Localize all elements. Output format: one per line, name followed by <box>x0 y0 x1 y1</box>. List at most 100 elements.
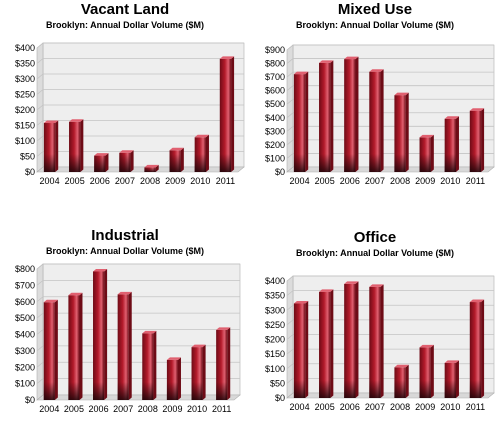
x-tick-label: 2007 <box>365 176 385 186</box>
bar-top <box>169 147 184 151</box>
bar <box>68 292 83 400</box>
bar-top <box>293 71 309 75</box>
bar-front <box>93 271 105 400</box>
bar-side <box>180 147 184 172</box>
bar-side <box>305 301 309 398</box>
gridline <box>286 98 494 105</box>
bar-top <box>119 150 134 153</box>
y-tick-label: $0 <box>275 393 285 403</box>
bar <box>169 147 184 172</box>
gridline <box>36 73 244 80</box>
bar-top <box>117 291 132 295</box>
gridline <box>286 112 494 119</box>
y-tick-label: $100 <box>15 379 35 389</box>
y-tick-label: $200 <box>265 140 285 150</box>
y-tick-label: $100 <box>265 364 285 374</box>
gridline <box>36 120 244 126</box>
bar <box>144 164 159 172</box>
bar-chart-industrial: $0 $100 $200 $300 $400 $500 $600 $700 $800 2004 20… <box>15 263 241 414</box>
x-tick-label: 2010 <box>440 176 460 186</box>
bar-top <box>43 120 59 124</box>
y-tick-label: $300 <box>15 74 35 84</box>
y-tick-label: $250 <box>15 90 35 100</box>
bar-top <box>469 108 485 111</box>
x-tick-label: 2007 <box>115 176 135 186</box>
gridline <box>36 104 244 111</box>
bar-top <box>444 116 459 119</box>
bar-side <box>105 153 109 172</box>
bar <box>69 119 84 172</box>
bar-shadow <box>394 380 406 398</box>
y-tick-label: $800 <box>265 59 285 69</box>
bar-front <box>293 303 306 398</box>
x-tick-label: 2009 <box>415 402 435 412</box>
bar-side <box>153 330 157 400</box>
chart-floor <box>36 394 241 401</box>
bar-front <box>369 71 381 172</box>
y-tick-label: $200 <box>15 105 35 115</box>
bar-front <box>166 359 178 400</box>
bar-side <box>330 289 334 398</box>
y-tick-label: $250 <box>265 320 285 330</box>
gridline <box>36 329 240 335</box>
bar-front <box>469 302 482 398</box>
y-tick-label: $150 <box>15 121 35 131</box>
x-tick-label: 2008 <box>140 176 160 186</box>
bar-shadow <box>117 382 129 400</box>
x-tick-label: 2009 <box>165 176 185 186</box>
chart-floor <box>286 392 495 399</box>
bar-top <box>216 327 231 330</box>
y-tick-label: $500 <box>15 313 35 323</box>
bar-side <box>455 116 459 172</box>
bar <box>469 299 485 398</box>
bar-shadow <box>344 380 356 398</box>
bar-front <box>369 286 381 398</box>
bar <box>119 150 134 172</box>
chart-subtitle: Brooklyn: Annual Dollar Volume ($M) <box>295 248 454 258</box>
gridline <box>36 345 240 352</box>
x-tick-label: 2005 <box>315 176 335 186</box>
bar-shadow <box>216 382 228 400</box>
bar <box>444 360 459 398</box>
gridline <box>36 312 240 319</box>
bar-top <box>166 357 181 360</box>
x-tick-label: 2004 <box>290 176 310 186</box>
bar <box>93 268 108 400</box>
bar-side <box>330 60 334 172</box>
bar-side <box>79 292 83 400</box>
y-tick-label: $350 <box>15 59 35 69</box>
bar-front <box>319 291 331 398</box>
chart-subtitle: Brooklyn: Annual Dollar Volume ($M) <box>295 20 454 30</box>
y-tick-label: $800 <box>15 264 35 274</box>
bar-shadow <box>469 154 482 172</box>
bar <box>344 56 359 172</box>
x-tick-label: 2010 <box>187 404 207 414</box>
bar-front <box>394 95 406 172</box>
bar-shadow <box>43 382 55 400</box>
bar <box>444 116 459 172</box>
bar <box>293 301 309 398</box>
bar-shadow <box>419 380 431 398</box>
gridline <box>286 125 494 132</box>
x-tick-label: 2006 <box>90 176 110 186</box>
y-tick-label: $400 <box>15 330 35 340</box>
x-tick-label: 2011 <box>466 402 485 412</box>
y-tick-label: $700 <box>265 72 285 82</box>
bar-shadow <box>394 154 406 172</box>
bar-chart-mixed-use: $0 $100 $200 $300 $400 $500 $600 $700 $800 $900 20… <box>265 44 495 186</box>
bar-top <box>394 92 409 96</box>
bar-top <box>319 60 334 63</box>
x-tick-label: 2011 <box>466 176 485 186</box>
chart-floor <box>36 166 245 173</box>
gridline <box>286 290 494 296</box>
bar-side <box>455 360 459 398</box>
bar-shadow <box>144 167 156 172</box>
bar-shadow <box>319 154 331 172</box>
bar-top <box>394 364 409 368</box>
x-tick-label: 2004 <box>40 176 60 186</box>
y-tick-label: $200 <box>15 362 35 372</box>
gridline <box>286 319 494 326</box>
bar-side <box>481 299 485 398</box>
bar-top <box>344 56 359 60</box>
bar-side <box>130 150 134 172</box>
